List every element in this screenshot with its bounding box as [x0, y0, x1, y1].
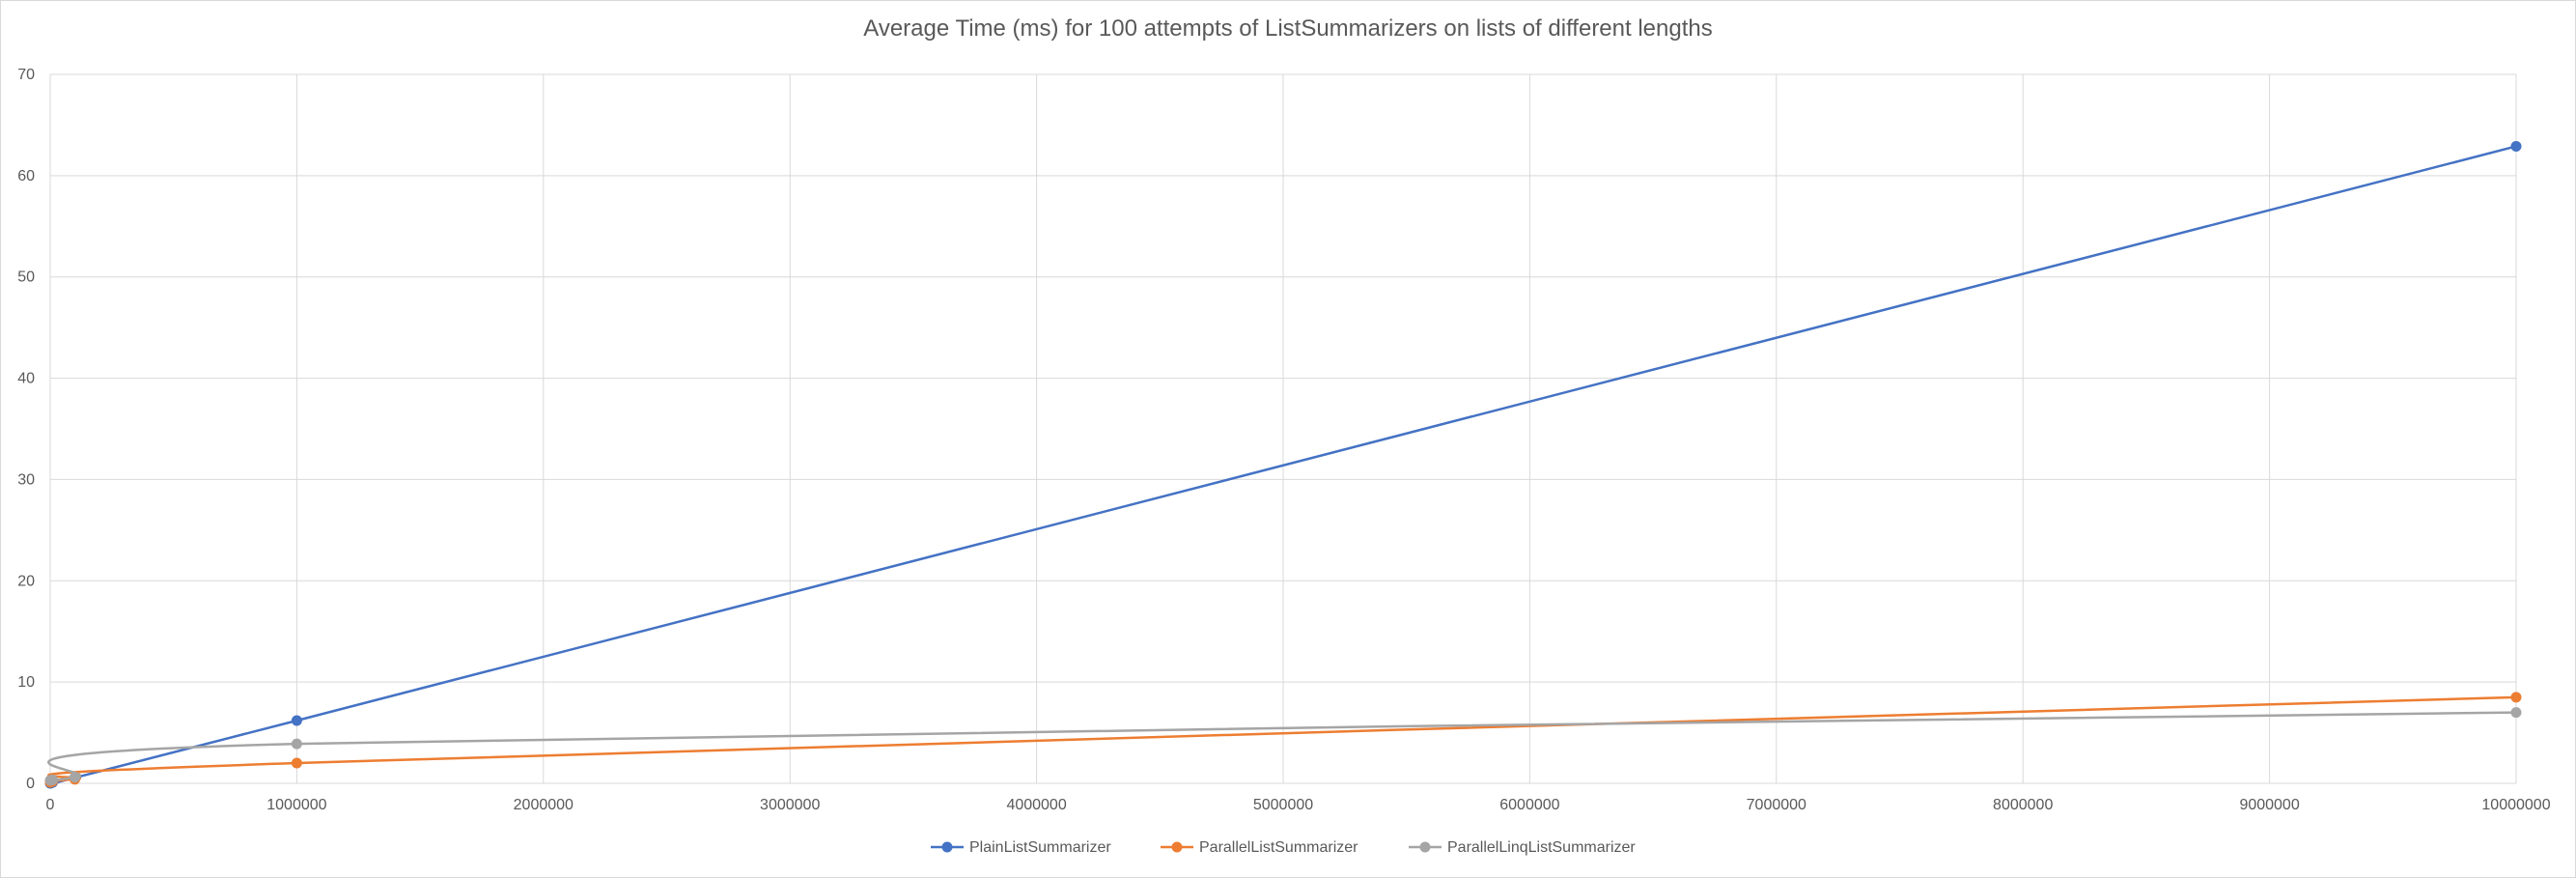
x-tick-label: 1000000 — [266, 797, 326, 813]
x-tick-label: 0 — [46, 797, 55, 813]
data-point-parallellistsummarizer — [291, 757, 302, 769]
legend-marker-parallellistsummarizer — [1171, 841, 1183, 853]
data-point-plainlistsummarizer — [291, 715, 302, 726]
legend-label: ParallelListSummarizer — [1199, 839, 1358, 856]
data-point-parallellistsummarizer — [2510, 692, 2522, 703]
y-tick-label: 70 — [17, 67, 35, 83]
data-point-parallellinqlistsummarizer — [70, 772, 81, 783]
legend-label: ParallelLinqListSummarizer — [1447, 839, 1636, 856]
series-line-parallellistsummarizer — [47, 695, 2518, 784]
series-line-parallellinqlistsummarizer — [47, 711, 2518, 782]
y-tick-label: 50 — [17, 269, 35, 286]
series-line-plainlistsummarizer — [47, 145, 2518, 786]
x-tick-label: 9000000 — [2239, 797, 2299, 813]
chart-title: Average Time (ms) for 100 attempts of Li… — [863, 15, 1713, 42]
x-tick-label: 6000000 — [1499, 797, 1559, 813]
y-tick-label: 10 — [17, 674, 35, 691]
y-tick-label: 40 — [17, 371, 35, 387]
data-point-plainlistsummarizer — [2510, 140, 2522, 152]
x-tick-label: 7000000 — [1747, 797, 1806, 813]
x-tick-label: 5000000 — [1253, 797, 1313, 813]
y-tick-label: 30 — [17, 471, 35, 488]
y-tick-label: 60 — [17, 168, 35, 184]
legend-label: PlainListSummarizer — [969, 839, 1111, 856]
x-tick-label: 8000000 — [1993, 797, 2053, 813]
data-point-parallellinqlistsummarizer — [2510, 707, 2522, 719]
x-tick-label: 2000000 — [514, 797, 574, 813]
data-point-parallellinqlistsummarizer — [291, 738, 302, 750]
x-tick-label: 4000000 — [1006, 797, 1066, 813]
legend-marker-plainlistsummarizer — [941, 841, 953, 853]
data-point-parallellinqlistsummarizer — [47, 774, 59, 785]
y-tick-label: 20 — [17, 573, 35, 589]
y-tick-label: 0 — [26, 776, 35, 792]
x-tick-label: 3000000 — [760, 797, 820, 813]
x-tick-label: 10000000 — [2481, 797, 2550, 813]
legend-marker-parallellinqlistsummarizer — [1419, 841, 1431, 853]
